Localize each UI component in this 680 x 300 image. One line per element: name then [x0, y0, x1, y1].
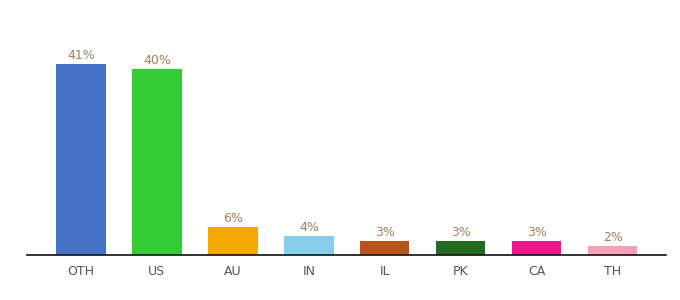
Bar: [512, 241, 562, 255]
Text: 40%: 40%: [143, 54, 171, 67]
Bar: [436, 241, 486, 255]
Text: 3%: 3%: [527, 226, 547, 239]
Bar: [56, 64, 105, 255]
Bar: [132, 69, 182, 255]
Bar: [208, 227, 258, 255]
Text: 4%: 4%: [299, 221, 319, 235]
Text: 41%: 41%: [67, 49, 95, 62]
Bar: [284, 236, 333, 255]
Bar: [588, 246, 637, 255]
Bar: [360, 241, 409, 255]
Text: 3%: 3%: [375, 226, 394, 239]
Text: 2%: 2%: [602, 231, 623, 244]
Text: 6%: 6%: [223, 212, 243, 225]
Text: 3%: 3%: [451, 226, 471, 239]
